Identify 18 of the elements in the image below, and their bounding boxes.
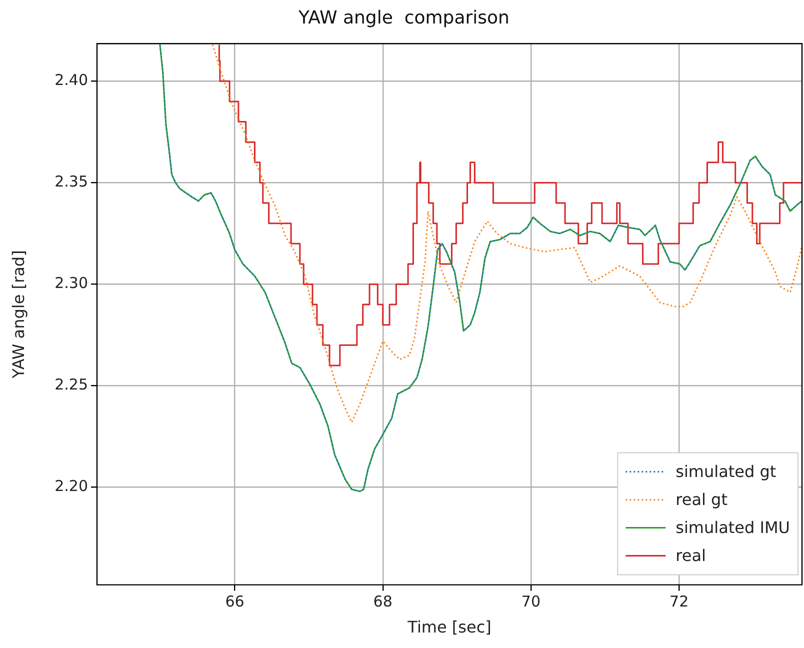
legend-label: real gt — [676, 490, 728, 509]
x-tick-label: 68 — [373, 592, 392, 611]
y-tick-label: 2.30 — [54, 274, 88, 292]
legend-label: real — [676, 546, 706, 565]
line-series — [159, 44, 802, 492]
x-tick-label: 72 — [670, 592, 689, 611]
x-tick-label: 70 — [521, 592, 541, 611]
x-axis-title: Time [sec] — [406, 618, 492, 637]
y-tick-label: 2.35 — [54, 172, 88, 191]
x-tick-label: 66 — [225, 592, 244, 611]
y-tick-label: 2.40 — [54, 71, 88, 90]
chart-title: YAW angle comparison — [298, 7, 510, 28]
y-tick-label: 2.25 — [54, 376, 88, 394]
legend-label: simulated gt — [676, 462, 776, 481]
legend-label: simulated IMU — [676, 518, 790, 537]
y-axis-title: YAW angle [rad] — [8, 250, 28, 380]
y-tick-label: 2.20 — [54, 477, 88, 496]
line-series — [212, 44, 802, 424]
